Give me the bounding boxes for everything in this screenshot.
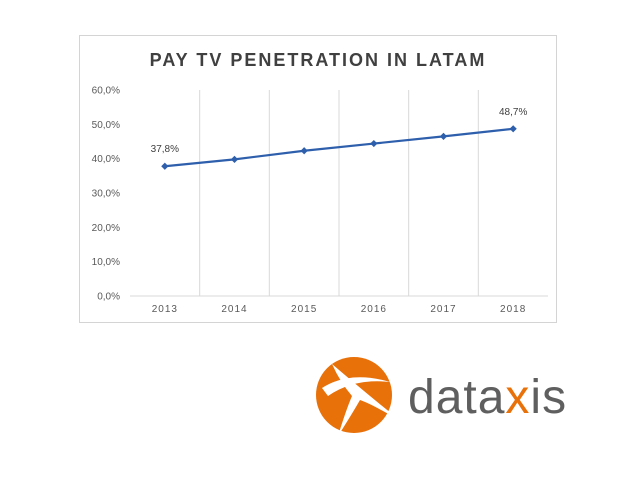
x-tick-label: 2014 [221,304,247,315]
x-tick-label: 2013 [152,304,178,315]
data-label: 37,8% [151,144,179,155]
y-tick-label: 20,0% [92,223,120,234]
x-tick-label: 2015 [291,304,317,315]
data-label: 48,7% [499,107,527,118]
x-tick-label: 2018 [500,304,526,315]
data-point-marker [161,162,169,170]
logo-text-is: is [530,371,568,424]
dataxis-logo-icon [316,357,402,436]
data-point-marker [439,132,448,140]
logo-text-data: data [408,371,506,424]
data-point-marker [300,147,308,155]
y-tick-label: 40,0% [92,154,120,165]
y-tick-label: 50,0% [92,120,120,131]
line-chart: 0,0% 10,0% 20,0% 30,0% 40,0% 50,0% 60,0% 2013 20… [92,86,548,315]
series-line [164,127,514,168]
y-tick-label: 10,0% [92,257,120,268]
chart-title: PAY TV PENETRATION IN LATAM [149,50,487,70]
logo-text-x: x [505,371,531,424]
y-tick-label: 0,0% [97,292,120,303]
logo-white-arc [322,377,390,396]
data-point-marker [230,155,239,163]
logo-wordmark: dataxis [408,374,567,422]
data-point-marker [509,125,517,133]
y-tick-label: 60,0% [92,86,120,97]
x-tick-label: 2017 [430,304,456,315]
chart-frame: PAY TV PENETRATION IN LATAM 0,0% 10,0% 20,… [79,35,557,323]
y-tick-label: 30,0% [92,189,120,200]
x-tick-label: 2016 [361,304,387,315]
data-point-marker [370,139,378,148]
dataxis-logo: dataxis [312,352,612,442]
